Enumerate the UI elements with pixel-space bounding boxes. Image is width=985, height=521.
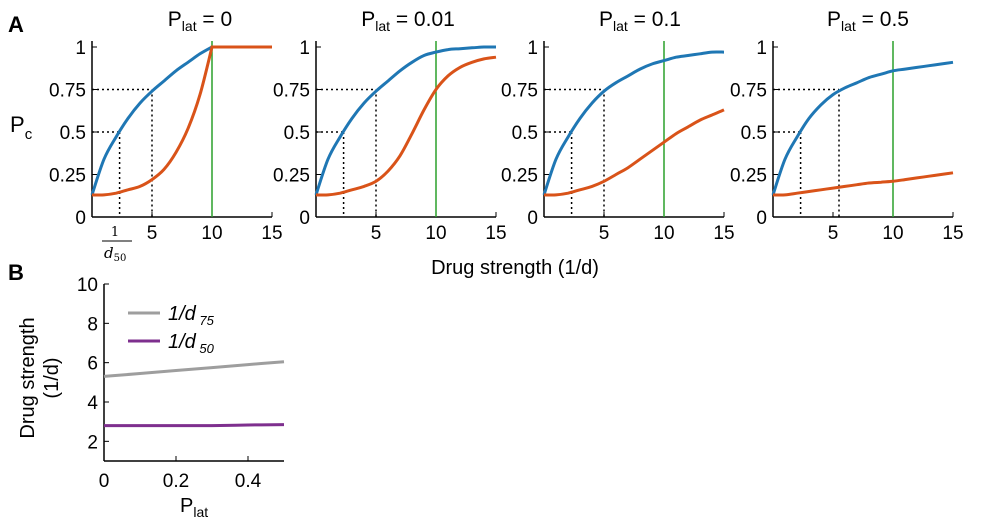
d50-tick-label: 1 d50 (102, 225, 132, 264)
x-tick-label: 0.4 (235, 471, 262, 492)
x-tick-label: 10 (425, 223, 446, 244)
y-tick-label: 0.75 (49, 81, 86, 102)
x-tick-label: 5 (371, 223, 382, 244)
y-tick-label: 0.75 (501, 81, 538, 102)
subplot-title-main: P (599, 8, 613, 31)
pc-axis-label-main: P (10, 112, 25, 137)
x-tick-label: 0.2 (163, 471, 189, 492)
y-tick-label: 0.5 (512, 123, 538, 144)
x-tick-label: 15 (713, 223, 734, 244)
panel-b-x-axis-label: Plat (180, 495, 208, 520)
legend-entry: 1/d 75 (168, 303, 215, 328)
x-tick-label: 10 (882, 223, 903, 244)
panel-b-label: B (8, 260, 24, 285)
y-tick-label: 10 (77, 275, 98, 296)
y-tick-label: 0 (527, 208, 538, 229)
y-tick-label: 0.25 (49, 166, 86, 187)
x-tick-label: 0 (99, 471, 110, 492)
y-tick-label: 0.25 (501, 166, 538, 187)
panel-b-ylabel-line2: (1/d) (41, 357, 63, 398)
y-tick-label: 6 (87, 354, 98, 375)
y-tick-label: 0 (299, 208, 310, 229)
subplot-title: Plat = 0.5 (827, 8, 909, 34)
d50-tick-den-main: d (104, 244, 114, 262)
y-tick-label: 0.75 (273, 81, 310, 102)
subplot-title-main: P (168, 8, 182, 31)
y-tick-label: 0.5 (284, 123, 310, 144)
y-tick-label: 0 (756, 208, 767, 229)
y-tick-label: 1 (756, 38, 767, 59)
series-line-orange (91, 45, 272, 197)
y-tick-label: 0 (75, 208, 86, 229)
panel-b-y-axis-label: Drug strength (1/d) (17, 317, 63, 438)
panel-b-xlabel-sub: lat (193, 504, 208, 520)
y-tick-label: 0.25 (273, 166, 310, 187)
series-line-blue (771, 60, 954, 196)
legend-entry-sub: 75 (196, 313, 215, 328)
subplot-title-sub: lat (613, 18, 628, 34)
subplot-title-main: P (361, 8, 375, 31)
subplot-title-sub: lat (375, 18, 390, 34)
y-tick-label: 2 (87, 432, 98, 453)
panel-a-label: A (8, 12, 24, 37)
y-tick-label: 1 (299, 38, 310, 59)
x-tick-label: 5 (828, 223, 839, 244)
subplot-title-main: P (827, 8, 841, 31)
panel-b-ylabel-line1: Drug strength (17, 317, 39, 438)
subplot-title-value: = 0 (197, 8, 233, 31)
legend-entry: 1/d 50 (168, 331, 215, 356)
y-tick-label: 0.5 (60, 123, 86, 144)
subplot-title: Plat = 0.01 (361, 8, 455, 34)
y-tick-label: 4 (87, 393, 98, 414)
y-tick-label: 1 (527, 38, 538, 59)
d50-tick-denominator: d50 (104, 244, 126, 264)
subplot-title: Plat = 0.1 (599, 8, 681, 34)
pc-axis-label: Pc (10, 112, 33, 143)
x-tick-label: 5 (599, 223, 610, 244)
x-tick-label: 15 (261, 223, 282, 244)
y-tick-label: 1 (75, 38, 86, 59)
legend-entry-main: 1/d (168, 303, 197, 325)
subplot-title: Plat = 0 (168, 8, 232, 34)
y-tick-label: 8 (87, 314, 98, 335)
series-line-blue (542, 50, 725, 196)
x-tick-label: 10 (653, 223, 674, 244)
subplot-title-value: = 0.1 (628, 8, 681, 31)
legend-entry-sub: 50 (196, 341, 215, 356)
x-tick-label: 5 (147, 223, 158, 244)
shared-x-axis-label: Drug strength (1/d) (431, 257, 599, 279)
series-line-orange (315, 55, 497, 197)
legend-entry-main: 1/d (168, 331, 197, 353)
x-tick-label: 15 (485, 223, 506, 244)
series-line-blue (90, 45, 213, 196)
d50-tick-den-sub: 50 (114, 253, 127, 264)
subplot-title-sub: lat (182, 18, 197, 34)
y-tick-label: 0.5 (741, 123, 767, 144)
d50-tick-numerator: 1 (111, 225, 119, 240)
subplot-title-sub: lat (841, 18, 856, 34)
series-line-orange (543, 108, 725, 197)
series-line-orange (772, 171, 954, 197)
series-line-gray (103, 360, 285, 378)
pc-axis-label-sub: c (25, 126, 33, 143)
series-line-blue (314, 45, 497, 196)
y-tick-label: 0.75 (730, 81, 767, 102)
x-tick-label: 15 (942, 223, 963, 244)
series-line-purple (103, 423, 285, 428)
subplot-title-value: = 0.01 (390, 8, 455, 31)
panel-b-xlabel-main: P (180, 495, 193, 517)
subplot-title-value: = 0.5 (856, 8, 909, 31)
x-tick-label: 10 (201, 223, 222, 244)
y-tick-label: 0.25 (730, 166, 767, 187)
